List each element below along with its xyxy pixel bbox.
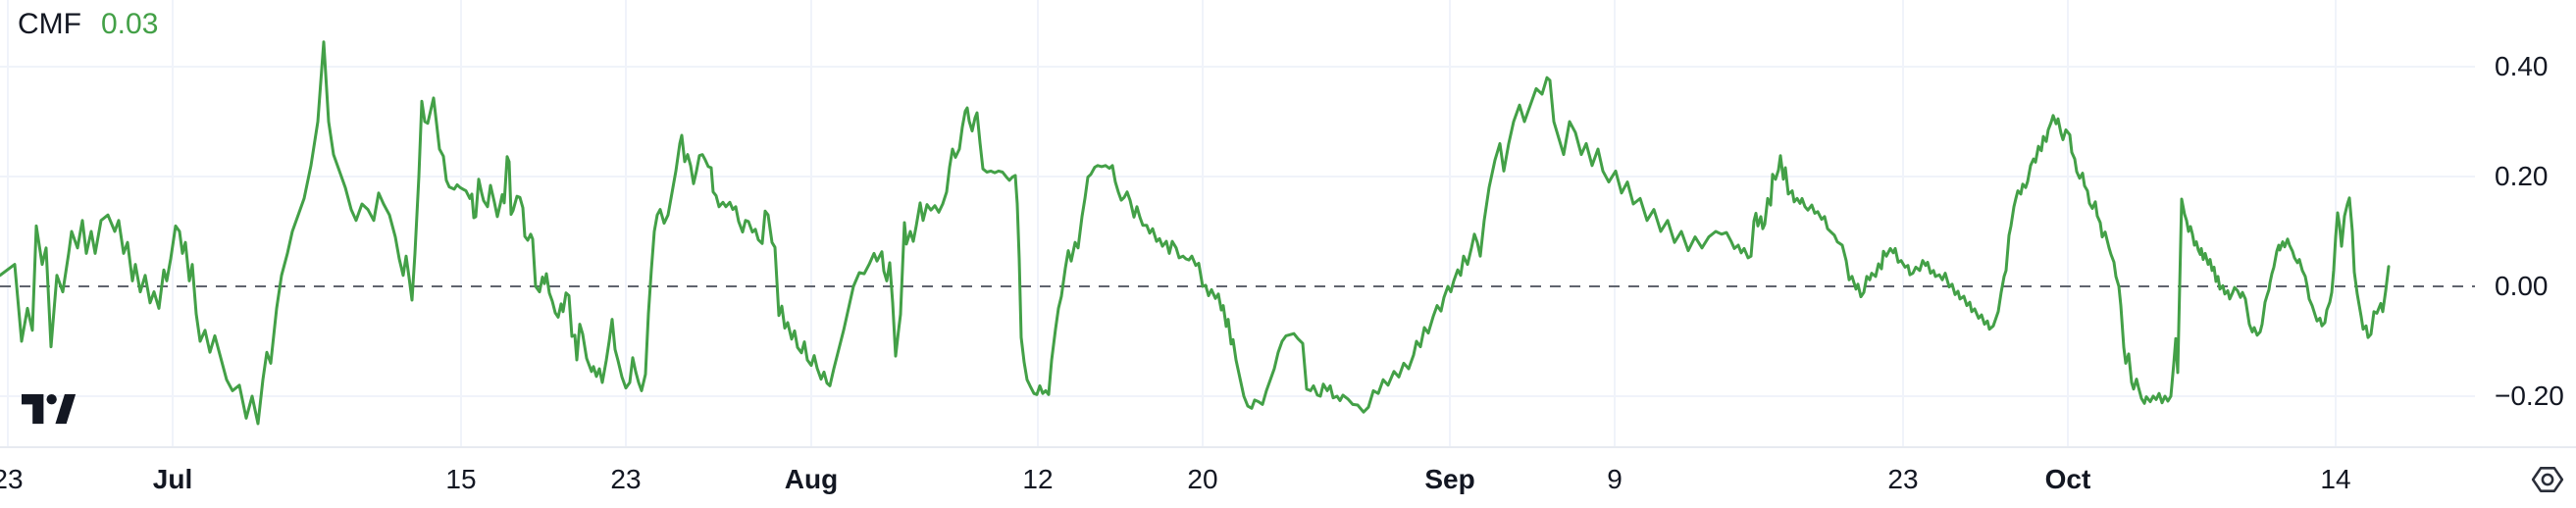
time-scale-label: 20 (1187, 464, 1218, 494)
price-scale-label: 0.40 (2495, 51, 2549, 81)
indicator-legend[interactable]: CMF 0.03 (18, 8, 158, 41)
tradingview-logo[interactable] (22, 394, 82, 430)
price-scale-label: 0.20 (2495, 161, 2549, 191)
time-scale-label: 15 (445, 464, 477, 494)
time-scale-label: Jul (152, 464, 193, 494)
time-scale-label: 23 (1887, 464, 1919, 494)
time-scale-label: 23 (0, 464, 24, 494)
time-scale-label: Sep (1424, 464, 1475, 494)
time-scale-label: 9 (1607, 464, 1623, 494)
tradingview-logo-icon (22, 394, 77, 425)
chart-canvas[interactable] (0, 0, 2576, 446)
indicator-value: 0.03 (100, 8, 159, 40)
price-scale[interactable]: 0.40 0.20 0.00 −0.20 (2475, 0, 2576, 446)
time-scale-label: Oct (2044, 464, 2091, 494)
time-scale-label: 23 (610, 464, 642, 494)
time-scale[interactable]: 23 Jul 15 23 Aug 12 20 Sep 9 23 Oct 14 (0, 446, 2576, 508)
time-scale-label: 12 (1022, 464, 1054, 494)
hexagon-gear-icon (2531, 467, 2564, 492)
vertical-gridlines (7, 0, 2337, 446)
horizontal-gridlines (0, 66, 2475, 397)
cmf-line-series (0, 40, 2391, 426)
time-scale-label: 14 (2320, 464, 2351, 494)
time-scale-label: Aug (784, 464, 839, 494)
price-scale-label: 0.00 (2495, 271, 2549, 301)
indicator-name[interactable]: CMF (18, 8, 81, 40)
price-scale-label: −0.20 (2495, 381, 2564, 411)
scale-settings-icon[interactable] (2531, 465, 2564, 499)
